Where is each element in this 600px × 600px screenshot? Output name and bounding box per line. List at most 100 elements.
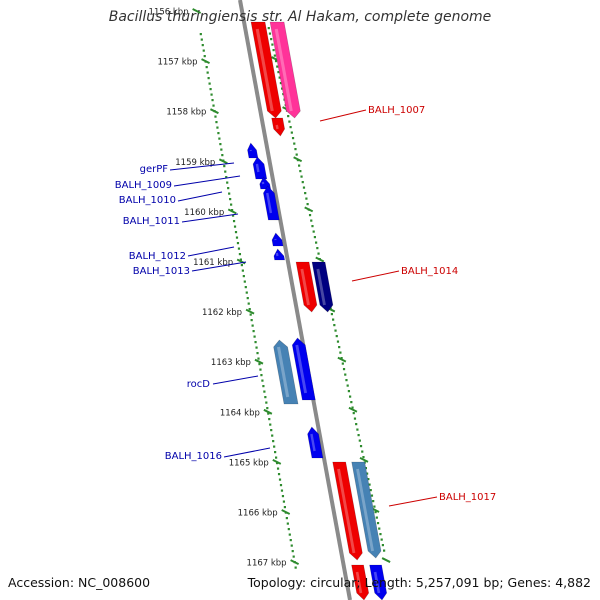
rail-dot xyxy=(215,121,218,124)
gene-label-balh-1007[interactable]: BALH_1007 xyxy=(368,105,425,116)
rail-dot xyxy=(240,264,243,267)
rail-dot xyxy=(267,412,270,415)
outer-major-tick xyxy=(337,356,347,363)
rail-dot xyxy=(280,489,284,492)
rail-dot xyxy=(374,511,377,514)
rail-dot xyxy=(259,368,262,371)
gene-balh-1014-block-shine xyxy=(300,268,310,306)
kbp-major-tick xyxy=(245,308,255,315)
rail-dot xyxy=(238,253,242,256)
rail-dot xyxy=(281,87,284,90)
leader-line-balh-1011 xyxy=(181,213,239,223)
rail-dot xyxy=(310,219,313,222)
rail-dot xyxy=(304,192,307,195)
gene-label-gerpf[interactable]: gerPF xyxy=(140,164,169,175)
kbp-tick-label: 1167 kbp xyxy=(247,559,287,569)
rail-dot xyxy=(243,280,246,283)
rail-dot xyxy=(351,406,354,409)
rail-dot xyxy=(282,500,286,503)
gene-gerpf-block-shine xyxy=(255,163,260,173)
outer-major-tick xyxy=(315,256,325,263)
rail-dot xyxy=(341,362,344,365)
rail-dot xyxy=(264,396,267,399)
rail-dot xyxy=(221,154,224,157)
kbp-tick-label: 1157 kbp xyxy=(157,58,197,68)
gene-label-balh-1011[interactable]: BALH_1011 xyxy=(123,216,180,227)
rail-dot xyxy=(381,544,384,547)
rail-dot xyxy=(306,203,309,206)
rail-dot xyxy=(229,198,232,201)
rail-dot xyxy=(276,467,280,470)
rail-dot xyxy=(239,258,242,261)
kbp-major-tick xyxy=(290,559,300,565)
rail-dot xyxy=(277,71,280,74)
rail-dot xyxy=(236,242,240,245)
kbp-tick-label: 1163 kbp xyxy=(211,358,251,368)
gene-label-balh-1017[interactable]: BALH_1017 xyxy=(439,492,496,503)
rail-dot xyxy=(228,192,231,195)
rail-dot xyxy=(212,104,215,107)
gene-label-balh-1009[interactable]: BALH_1009 xyxy=(115,180,172,191)
small-reverse-gene-block xyxy=(271,117,285,137)
gene-balh-1013-block-shine xyxy=(275,252,279,257)
rail-dot xyxy=(378,527,381,530)
gene-label-balh-1010[interactable]: BALH_1010 xyxy=(119,195,176,206)
gene-label-balh-1016[interactable]: BALH_1016 xyxy=(165,451,222,462)
steel-feature-block-1017-shine xyxy=(356,468,374,552)
rail-dot xyxy=(288,120,291,123)
rail-dot xyxy=(275,456,278,459)
rail-dot xyxy=(261,379,264,382)
rail-dot xyxy=(266,407,269,410)
rail-dot xyxy=(253,335,256,338)
rail-dot xyxy=(353,417,357,420)
kbp-major-tick xyxy=(192,8,202,14)
gene-balh-1010-block-shine xyxy=(266,192,273,214)
rail-dot xyxy=(267,27,270,30)
rail-dot xyxy=(285,517,288,520)
rail-dot xyxy=(273,445,276,448)
gene-label-rocd[interactable]: rocD xyxy=(187,379,211,390)
rail-dot xyxy=(273,54,276,57)
kbp-tick-label: 1161 kbp xyxy=(193,258,233,268)
rail-dot xyxy=(247,302,250,305)
rail-dot xyxy=(339,351,342,354)
gene-balh-1016-block xyxy=(307,426,324,459)
rail-dot xyxy=(203,55,206,58)
kbp-tick-label: 1156 kbp xyxy=(149,8,189,18)
gene-label-balh-1014[interactable]: BALH_1014 xyxy=(401,266,458,277)
rail-dot xyxy=(211,99,214,102)
rail-dot xyxy=(276,65,279,68)
gene-balh-1013-block xyxy=(273,248,286,261)
rail-dot xyxy=(223,165,226,168)
kbp-major-tick xyxy=(209,108,219,115)
rail-dot xyxy=(373,505,376,508)
gene-label-balh-1012[interactable]: BALH_1012 xyxy=(129,251,186,262)
rail-dot xyxy=(235,236,239,239)
rail-dot xyxy=(335,335,338,338)
rail-dot xyxy=(375,516,378,519)
leader-line-balh-1009 xyxy=(173,175,241,187)
gene-label-balh-1013[interactable]: BALH_1013 xyxy=(133,266,190,277)
rail-dot xyxy=(270,38,273,41)
pink-feature-block-shine xyxy=(274,28,293,112)
rail-dot xyxy=(290,544,293,547)
rail-dot xyxy=(274,60,278,63)
rail-dot xyxy=(208,82,211,85)
rail-dot xyxy=(336,340,340,343)
kbp-major-tick xyxy=(281,509,291,515)
rail-dot xyxy=(290,131,293,134)
rail-dot xyxy=(256,352,259,355)
rail-dot xyxy=(278,76,281,79)
rail-dot xyxy=(333,324,336,327)
gene-balh-1009-block xyxy=(259,176,272,190)
rail-dot xyxy=(359,445,363,448)
rail-dot xyxy=(226,181,229,184)
gene-balh-1017-block xyxy=(332,461,363,561)
rail-dot xyxy=(338,346,341,349)
rail-dot xyxy=(330,313,333,316)
kbp-tick-label: 1164 kbp xyxy=(220,408,260,418)
rail-dot xyxy=(298,164,301,167)
rail-dot xyxy=(250,319,253,322)
rail-dot xyxy=(233,225,237,228)
rail-dot xyxy=(271,434,274,437)
